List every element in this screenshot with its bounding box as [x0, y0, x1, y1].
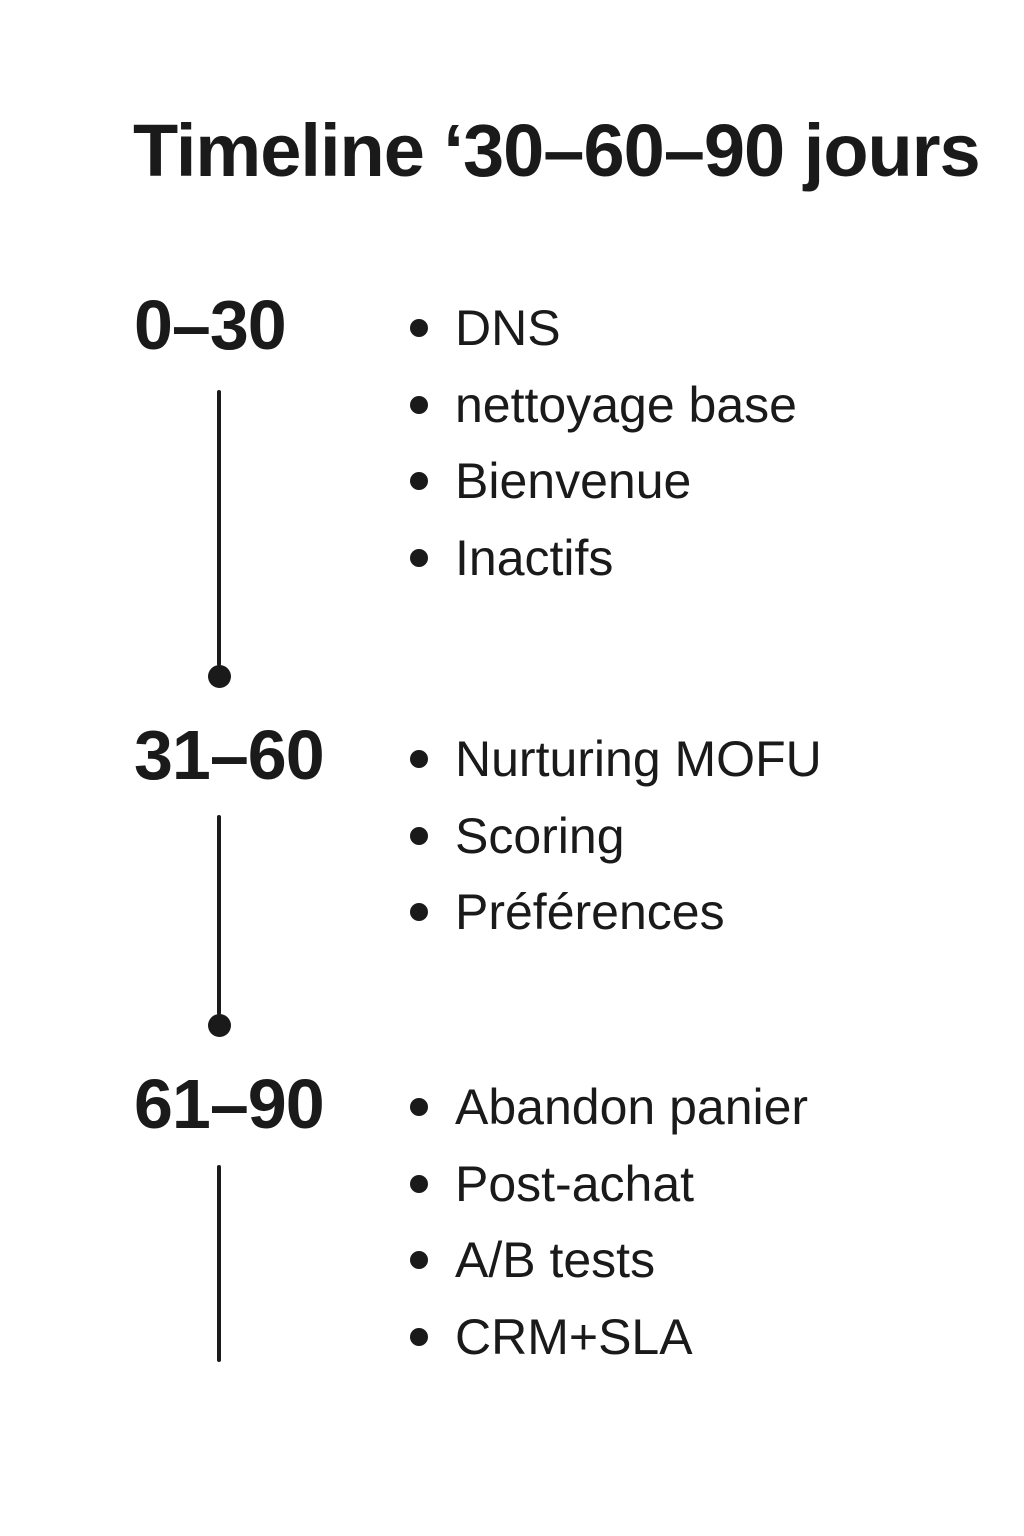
timeline-connector-line — [217, 1165, 221, 1362]
list-item: nettoyage base — [410, 366, 797, 443]
list-item: Post-achat — [410, 1145, 808, 1222]
list-item-label: Bienvenue — [455, 453, 692, 510]
bullet-icon — [410, 318, 428, 337]
phase-item-list: Abandon panier Post-achat A/B tests CRM+… — [410, 1069, 808, 1376]
list-item-label: Post-achat — [455, 1155, 695, 1212]
bullet-icon — [410, 903, 428, 922]
list-item: Nurturing MOFU — [410, 721, 822, 798]
phase-range-label: 0–30 — [134, 286, 287, 364]
timeline-milestone-dot — [208, 665, 231, 688]
bullet-icon — [410, 1174, 428, 1193]
list-item-label: Inactifs — [455, 530, 614, 586]
timeline-milestone-dot — [208, 1014, 231, 1037]
bullet-icon — [410, 1097, 428, 1116]
bullet-icon — [410, 549, 428, 567]
list-item-label: Abandon panier — [455, 1078, 809, 1135]
list-item-label: Scoring — [455, 807, 625, 864]
list-item: Inactifs — [410, 520, 797, 597]
list-item-label: Préférences — [455, 884, 725, 941]
list-item-label: nettoyage base — [455, 376, 797, 433]
bullet-icon — [410, 1328, 428, 1346]
list-item: Préférences — [410, 874, 822, 951]
phase-item-list: Nurturing MOFU Scoring Préférences — [410, 721, 822, 951]
list-item-label: CRM+SLA — [455, 1309, 693, 1365]
list-item-label: A/B tests — [455, 1232, 656, 1289]
bullet-icon — [410, 826, 428, 845]
list-item: Abandon panier — [410, 1069, 808, 1146]
bullet-icon — [410, 472, 428, 491]
bullet-icon — [410, 1251, 428, 1270]
bullet-icon — [410, 395, 428, 414]
bullet-icon — [410, 749, 428, 768]
timeline-connector-line — [217, 815, 221, 1015]
list-item: DNS — [410, 290, 797, 367]
list-item: Bienvenue — [410, 443, 797, 520]
list-item: CRM+SLA — [410, 1299, 808, 1376]
phase-range-label: 61–90 — [134, 1065, 325, 1143]
list-item: A/B tests — [410, 1222, 808, 1299]
page-title: Timeline ‘30–60–90 jours — [133, 109, 981, 192]
phase-range-label: 31–60 — [134, 716, 325, 794]
timeline-connector-line — [217, 390, 221, 666]
list-item-label: DNS — [455, 299, 561, 356]
list-item: Scoring — [410, 797, 822, 874]
phase-item-list: DNS nettoyage base Bienvenue Inactifs — [410, 290, 797, 597]
list-item-label: Nurturing MOFU — [455, 730, 822, 787]
